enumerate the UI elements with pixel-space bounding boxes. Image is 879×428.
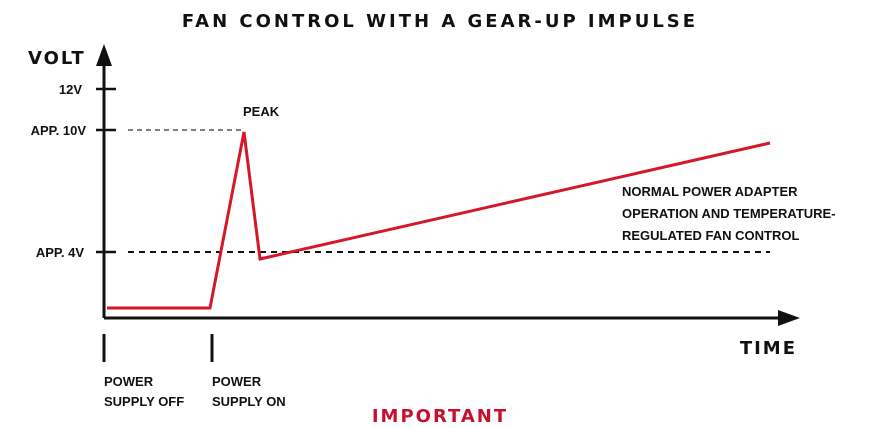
tick-label-10v: APP. 10V — [31, 123, 87, 138]
x-axis-label: TIME — [740, 338, 797, 359]
tick-label-12v: 12V — [59, 82, 82, 97]
voltage-curve — [107, 131, 771, 310]
y-axis-label: VOLT — [28, 48, 86, 69]
event-on-line-2: SUPPLY ON — [212, 394, 286, 409]
annotation-line-1: NORMAL POWER ADAPTER — [622, 184, 798, 199]
annotation-line-2: OPERATION AND TEMPERATURE- — [622, 206, 836, 221]
diagram-title: FAN CONTROL WITH A GEAR-UP IMPULSE — [182, 11, 698, 32]
event-off-line-1: POWER — [104, 374, 154, 389]
important-label: IMPORTANT — [372, 406, 508, 427]
tick-label-4v: APP. 4V — [36, 245, 85, 260]
y-axis-arrow — [96, 44, 112, 66]
x-axis-arrow — [778, 310, 800, 326]
annotation-line-3: REGULATED FAN CONTROL — [622, 228, 799, 243]
peak-label: PEAK — [243, 104, 280, 119]
event-off-line-2: SUPPLY OFF — [104, 394, 184, 409]
event-on-line-1: POWER — [212, 374, 262, 389]
